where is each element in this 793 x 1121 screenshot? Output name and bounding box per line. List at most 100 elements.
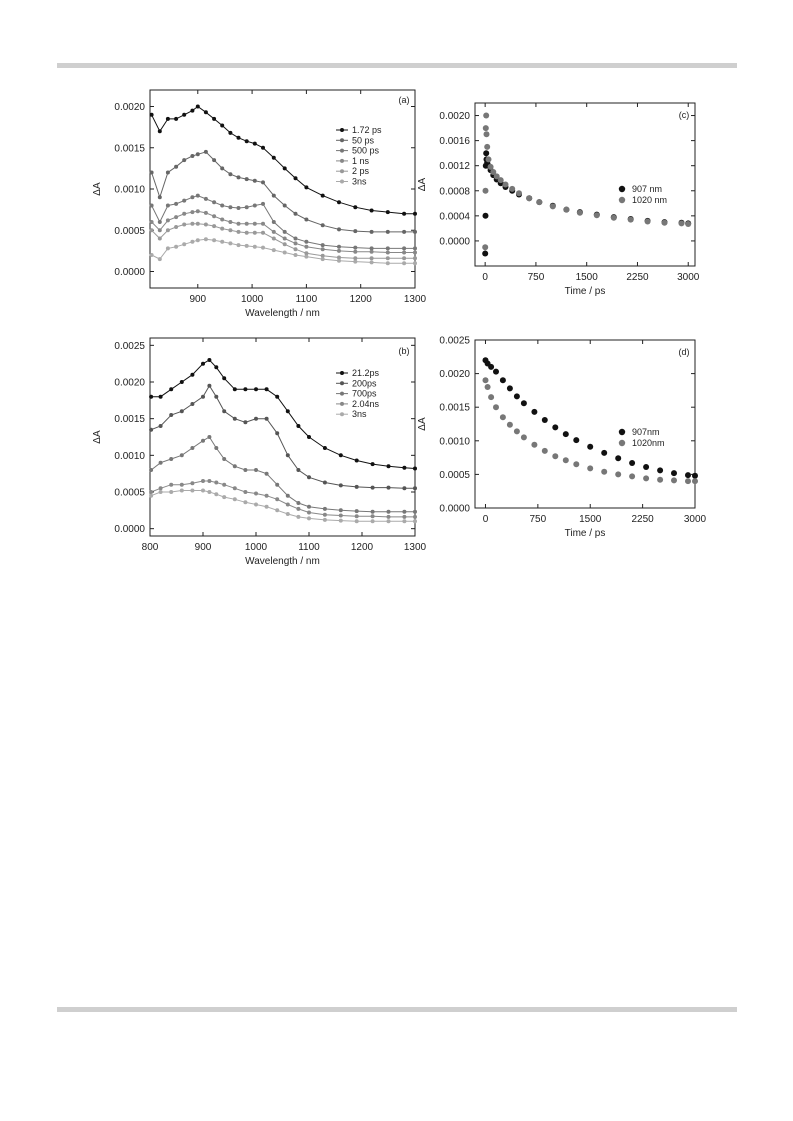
data-point: [678, 220, 685, 227]
legend-label: 50 ps: [352, 135, 375, 145]
data-point: [261, 245, 265, 250]
data-point: [338, 518, 343, 523]
data-point: [413, 261, 417, 266]
data-point: [179, 482, 184, 487]
data-point: [158, 424, 163, 428]
data-point: [182, 158, 187, 163]
series-2-04ns: [149, 479, 417, 519]
y-tick-label: 0.0004: [439, 211, 470, 222]
data-point: [413, 250, 417, 255]
data-point: [488, 394, 495, 401]
data-point: [541, 417, 548, 423]
data-point: [220, 226, 225, 231]
data-point: [386, 514, 391, 519]
legend-label: 1020 nm: [632, 195, 667, 205]
data-point: [169, 457, 174, 461]
data-point: [338, 508, 343, 513]
data-point: [413, 246, 417, 251]
legend-marker: [340, 179, 344, 184]
data-point: [493, 404, 499, 411]
data-point: [490, 169, 497, 175]
data-point: [370, 462, 375, 467]
data-point: [593, 212, 600, 219]
data-point: [413, 514, 417, 519]
data-point: [657, 476, 664, 483]
data-point: [190, 239, 195, 244]
data-point: [402, 256, 407, 261]
series-2-ps: [149, 221, 417, 261]
data-point: [182, 211, 187, 216]
data-point: [264, 387, 269, 392]
x-tick-label: 0: [482, 272, 488, 283]
data-point: [296, 514, 301, 519]
data-point: [232, 387, 237, 392]
data-point: [149, 170, 154, 175]
data-point: [353, 249, 358, 254]
data-point: [516, 190, 522, 197]
data-point: [615, 471, 622, 478]
data-point: [165, 203, 170, 208]
data-point: [282, 242, 287, 247]
y-tick-label: 0.0020: [439, 369, 470, 380]
data-point: [482, 187, 489, 194]
data-point: [179, 488, 184, 493]
data-point: [549, 203, 556, 210]
data-point: [244, 230, 249, 235]
data-point: [685, 472, 691, 479]
data-point: [304, 251, 309, 256]
data-point: [165, 170, 170, 175]
data-point: [601, 449, 608, 456]
data-point: [304, 239, 309, 244]
data-point: [493, 368, 499, 375]
data-point: [228, 220, 233, 224]
chart-panel-d: 0 750 1500 2250 3000 0.0000 0.0005 0.0010 0.0015…: [417, 336, 707, 540]
data-point: [182, 222, 187, 227]
data-point: [610, 214, 617, 221]
legend-marker: [618, 439, 626, 447]
data-point: [506, 385, 513, 392]
legend-marker: [618, 196, 626, 204]
data-point: [158, 486, 163, 491]
data-point: [244, 139, 249, 144]
panel-label: (d): [679, 347, 690, 357]
data-point: [385, 261, 390, 266]
data-point: [285, 493, 290, 498]
x-tick-label: 750: [530, 514, 547, 525]
data-point: [413, 466, 417, 471]
data-point: [236, 206, 241, 210]
data-point: [692, 472, 698, 479]
data-point: [212, 214, 217, 219]
data-point: [369, 260, 374, 265]
data-point: [174, 244, 179, 249]
data-point: [244, 243, 249, 248]
data-point: [149, 394, 154, 399]
legend-marker: [340, 412, 344, 417]
data-point: [320, 257, 325, 262]
legend-label: 2 ps: [352, 166, 370, 176]
data-point: [296, 506, 301, 511]
data-point: [661, 219, 668, 226]
data-point: [483, 150, 490, 157]
data-point: [526, 195, 533, 202]
data-point: [513, 428, 520, 435]
data-point: [243, 420, 248, 425]
data-point: [296, 501, 301, 505]
data-point: [149, 220, 154, 224]
data-point: [385, 256, 390, 261]
data-point: [402, 229, 407, 234]
data-point: [169, 482, 174, 487]
data-point: [201, 361, 205, 366]
data-point: [203, 110, 208, 115]
data-point: [304, 217, 309, 222]
data-point: [385, 229, 390, 234]
data-point: [671, 477, 677, 484]
data-point: [413, 486, 417, 491]
y-tick-label: 0.0000: [439, 504, 470, 515]
data-point: [576, 209, 583, 216]
data-point: [222, 376, 227, 381]
x-tick-label: 1000: [245, 542, 268, 553]
data-point: [271, 236, 276, 241]
data-point: [149, 253, 154, 257]
legend-label: 907nm: [632, 427, 660, 437]
